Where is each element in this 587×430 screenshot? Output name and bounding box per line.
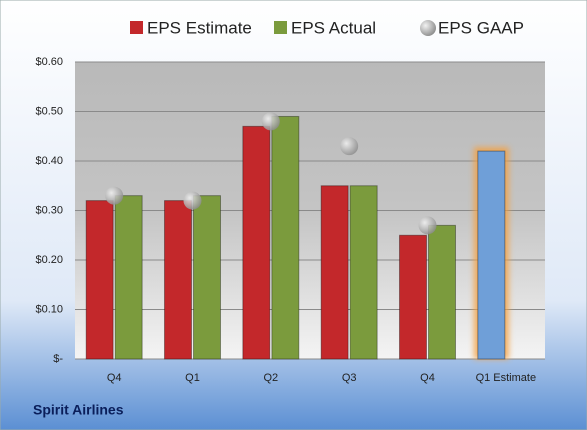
gaap-marker [340,137,359,156]
legend-marker [130,21,143,34]
legend-label: EPS Estimate [147,18,252,37]
bar [349,185,378,360]
bar [428,224,456,360]
x-tick-label: Q2 [263,372,278,384]
x-tick-label: Q1 [185,372,200,384]
y-tick-label: $0.30 [35,204,63,216]
bar [242,125,271,360]
bar [164,200,192,360]
legend-marker [420,20,436,36]
x-tick-label: Q3 [342,372,357,384]
bar [271,115,300,360]
y-tick-label: $0.40 [35,155,63,167]
gaap-marker [418,216,437,235]
bar [85,200,114,360]
gaap-marker [105,186,124,205]
y-tick-label: $- [53,353,63,365]
bar [477,150,506,360]
bar [399,234,427,360]
x-tick-label: Q4 [420,372,435,384]
y-tick-label: $0.20 [35,254,63,266]
gaap-marker [183,191,202,210]
bar [114,195,143,360]
gaap-marker [261,112,280,131]
y-tick-label: $0.60 [35,56,63,68]
chart-title: Spirit Airlines [33,402,124,418]
bar [320,185,349,360]
x-tick-label: Q1 Estimate [476,372,537,384]
legend-label: EPS GAAP [438,18,524,37]
y-tick-label: $0.50 [35,105,63,117]
legend-label: EPS Actual [291,18,376,37]
x-tick-label: Q4 [107,372,122,384]
legend-marker [274,21,287,34]
y-tick-label: $0.10 [35,303,63,315]
bar [193,195,221,360]
